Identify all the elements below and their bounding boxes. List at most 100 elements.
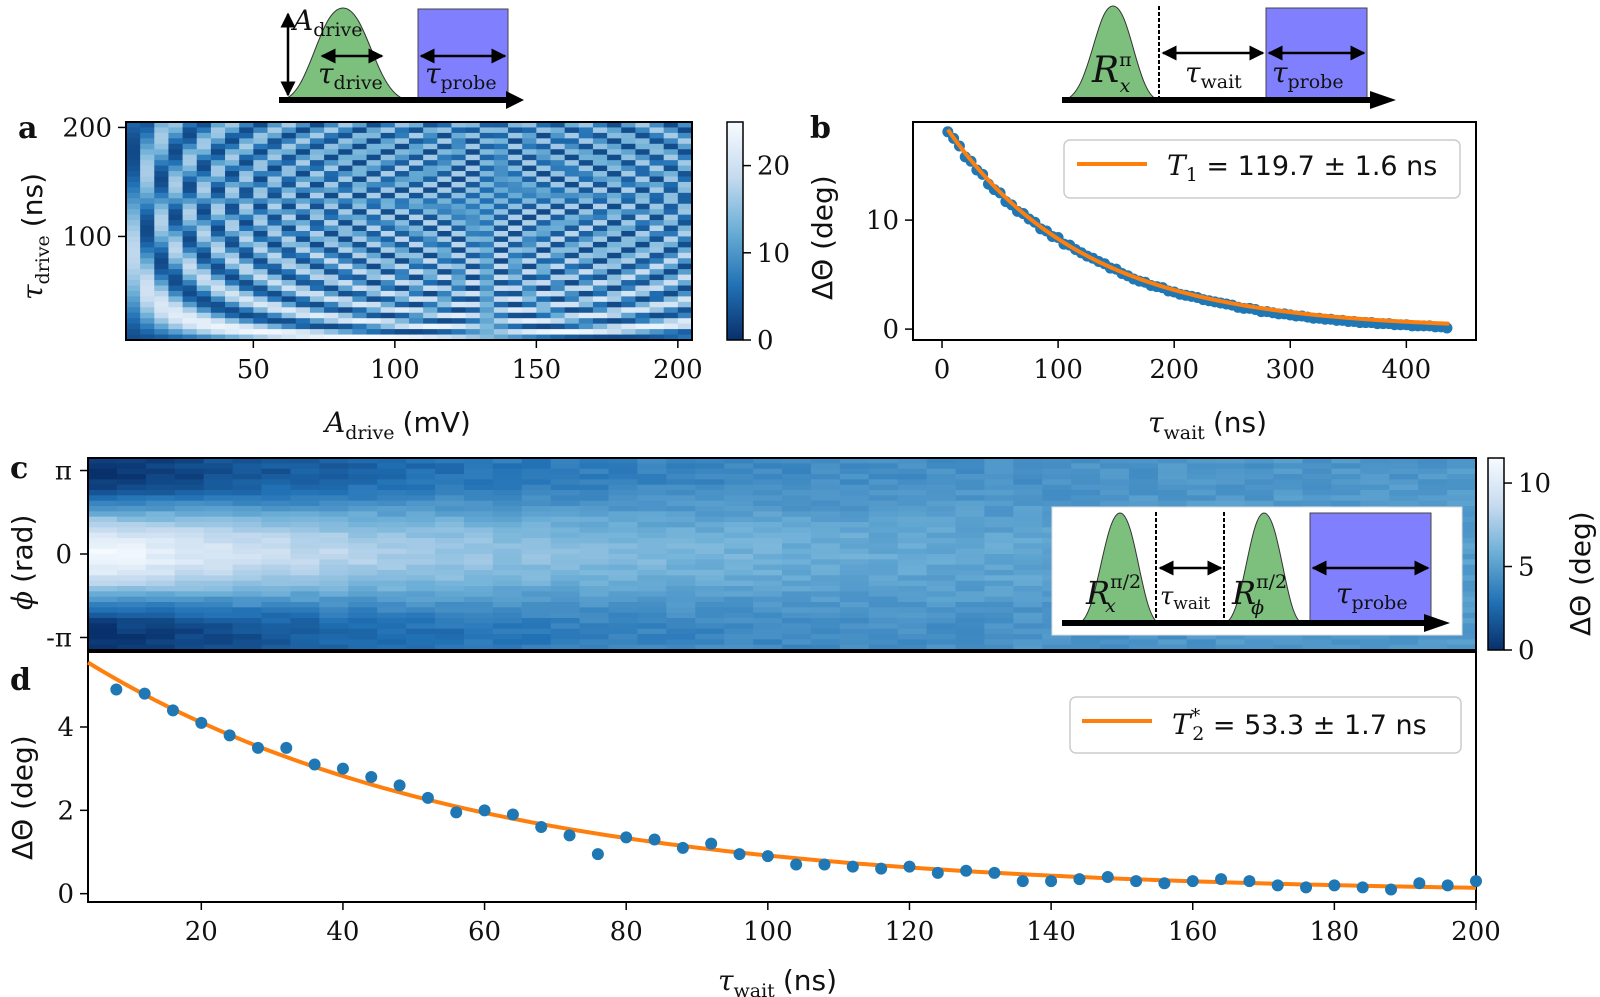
heatmap-a-cell [281,290,297,297]
heatmap-a-cell [578,225,594,232]
heatmap-a-cell [338,154,353,161]
heatmap-c-cell [550,591,581,598]
heatmap-a-cell [635,307,651,314]
heatmap-c-cell [348,516,378,523]
heatmap-a-cell [196,143,212,150]
heatmap-c-cell [145,538,176,544]
heatmap-c-cell [782,511,812,518]
heatmap-a-cell [621,181,636,188]
heatmap-c-cell [1013,644,1043,651]
heatmap-a-cell [663,181,679,188]
heatmap-a-cell [607,225,622,232]
heatmap-a-cell [564,198,580,205]
heatmap-c-cell [1244,468,1275,475]
heatmap-c-cell [521,506,552,512]
heatmap-a-cell [592,132,608,139]
heatmap-a-cell [281,171,297,178]
heatmap-a-cell [239,127,254,134]
heatmap-c-cell [1071,463,1101,470]
heatmap-a-cell [649,280,665,287]
heatmap-a-cell [394,203,410,210]
heatmap-c-cell [463,612,494,619]
heatmap-a-cell [493,127,509,134]
heatmap-c-cell [174,554,205,560]
heatmap-a-cell [479,171,495,178]
heatmap-a-cell [451,231,467,238]
heatmap-c-cell [203,538,234,544]
heatmap-c-cell [1186,490,1217,496]
heatmap-a-cell [437,127,453,134]
heatmap-a-cell [225,154,240,161]
heatmap-c-cell [695,623,725,630]
heatmap-c-cell [1331,479,1361,486]
heatmap-c-cell [492,548,523,555]
heatmap-c-cell [406,564,436,571]
heatmap-a-cell [239,138,254,145]
heatmap-a-cell [635,236,651,243]
heatmap-c-cell [1186,458,1217,464]
heatmap-c-cell [868,500,899,507]
heatmap-a-cell [493,132,509,139]
heatmap-c-cell [868,479,899,486]
heatmap-c-cell [579,559,610,566]
heatmap-c-cell [1360,468,1390,475]
heatmap-a-cell [140,154,155,161]
heatmap-c-cell [897,463,928,470]
heatmap-c-cell [1331,639,1361,646]
heatmap-a-cell [196,127,212,134]
heatmap-c-cell [753,644,783,651]
heatmap-a-cell [493,160,509,167]
data-point-d [365,771,378,783]
heatmap-a-cell [154,252,170,259]
heatmap-a-cell [338,274,353,281]
heatmap-a-cell [451,132,467,139]
heatmap-c-cell [1013,591,1043,598]
heatmap-c-cell [753,628,783,635]
heatmap-a-cell [592,220,608,227]
heatmap-a-cell [281,247,297,254]
heatmap-a-cell [522,323,537,330]
heatmap-a-cell [338,143,353,150]
heatmap-c-cell [492,575,523,582]
heatmap-c-cell [492,559,523,566]
heatmap-a-cell [126,312,141,319]
heatmap-a-cell [508,329,523,336]
heatmap-c-cell [463,495,494,502]
heatmap-a-cell [423,132,438,139]
heatmap-a-cell [324,329,339,336]
heatmap-c-cell [1013,522,1043,528]
heatmap-c-cell [492,543,523,550]
heatmap-a-cell [253,187,269,194]
heatmap-a-cell [423,241,438,248]
heatmap-a-cell [621,138,636,145]
heatmap-a-cell [635,154,651,161]
heatmap-c-cell [839,463,870,470]
heatmap-a-cell [210,127,226,134]
heatmap-c-cell [1215,639,1246,646]
wait-duration-label-c: τwait [1160,582,1210,614]
heatmap-a-cell [309,225,325,232]
heatmap-a-cell [607,176,622,183]
heatmap-c-cell [377,500,407,507]
heatmap-c-cell [839,522,870,528]
heatmap-c-cell [232,596,263,603]
heatmap-a-cell [479,203,495,210]
heatmap-a-cell [564,165,580,172]
heatmap-a-cell [677,165,693,172]
heatmap-a-cell [168,274,184,281]
heatmap-a-cell [536,301,552,308]
heatmap-c-cell [1042,479,1072,486]
heatmap-c-cell [955,639,986,646]
heatmap-a-cell [663,280,679,287]
panel-label-b: b [810,111,831,146]
heatmap-a-cell [253,263,269,270]
heatmap-a-cell [493,252,509,259]
heatmap-c-cell [984,634,1014,640]
heatmap-a-cell [281,149,297,156]
heatmap-a-cell [536,127,552,134]
heatmap-a-cell [550,181,566,188]
heatmap-c-cell [1157,474,1188,480]
heatmap-a-cell [140,301,155,308]
heatmap-c-cell [608,618,639,624]
heatmap-c-cell [377,618,407,624]
